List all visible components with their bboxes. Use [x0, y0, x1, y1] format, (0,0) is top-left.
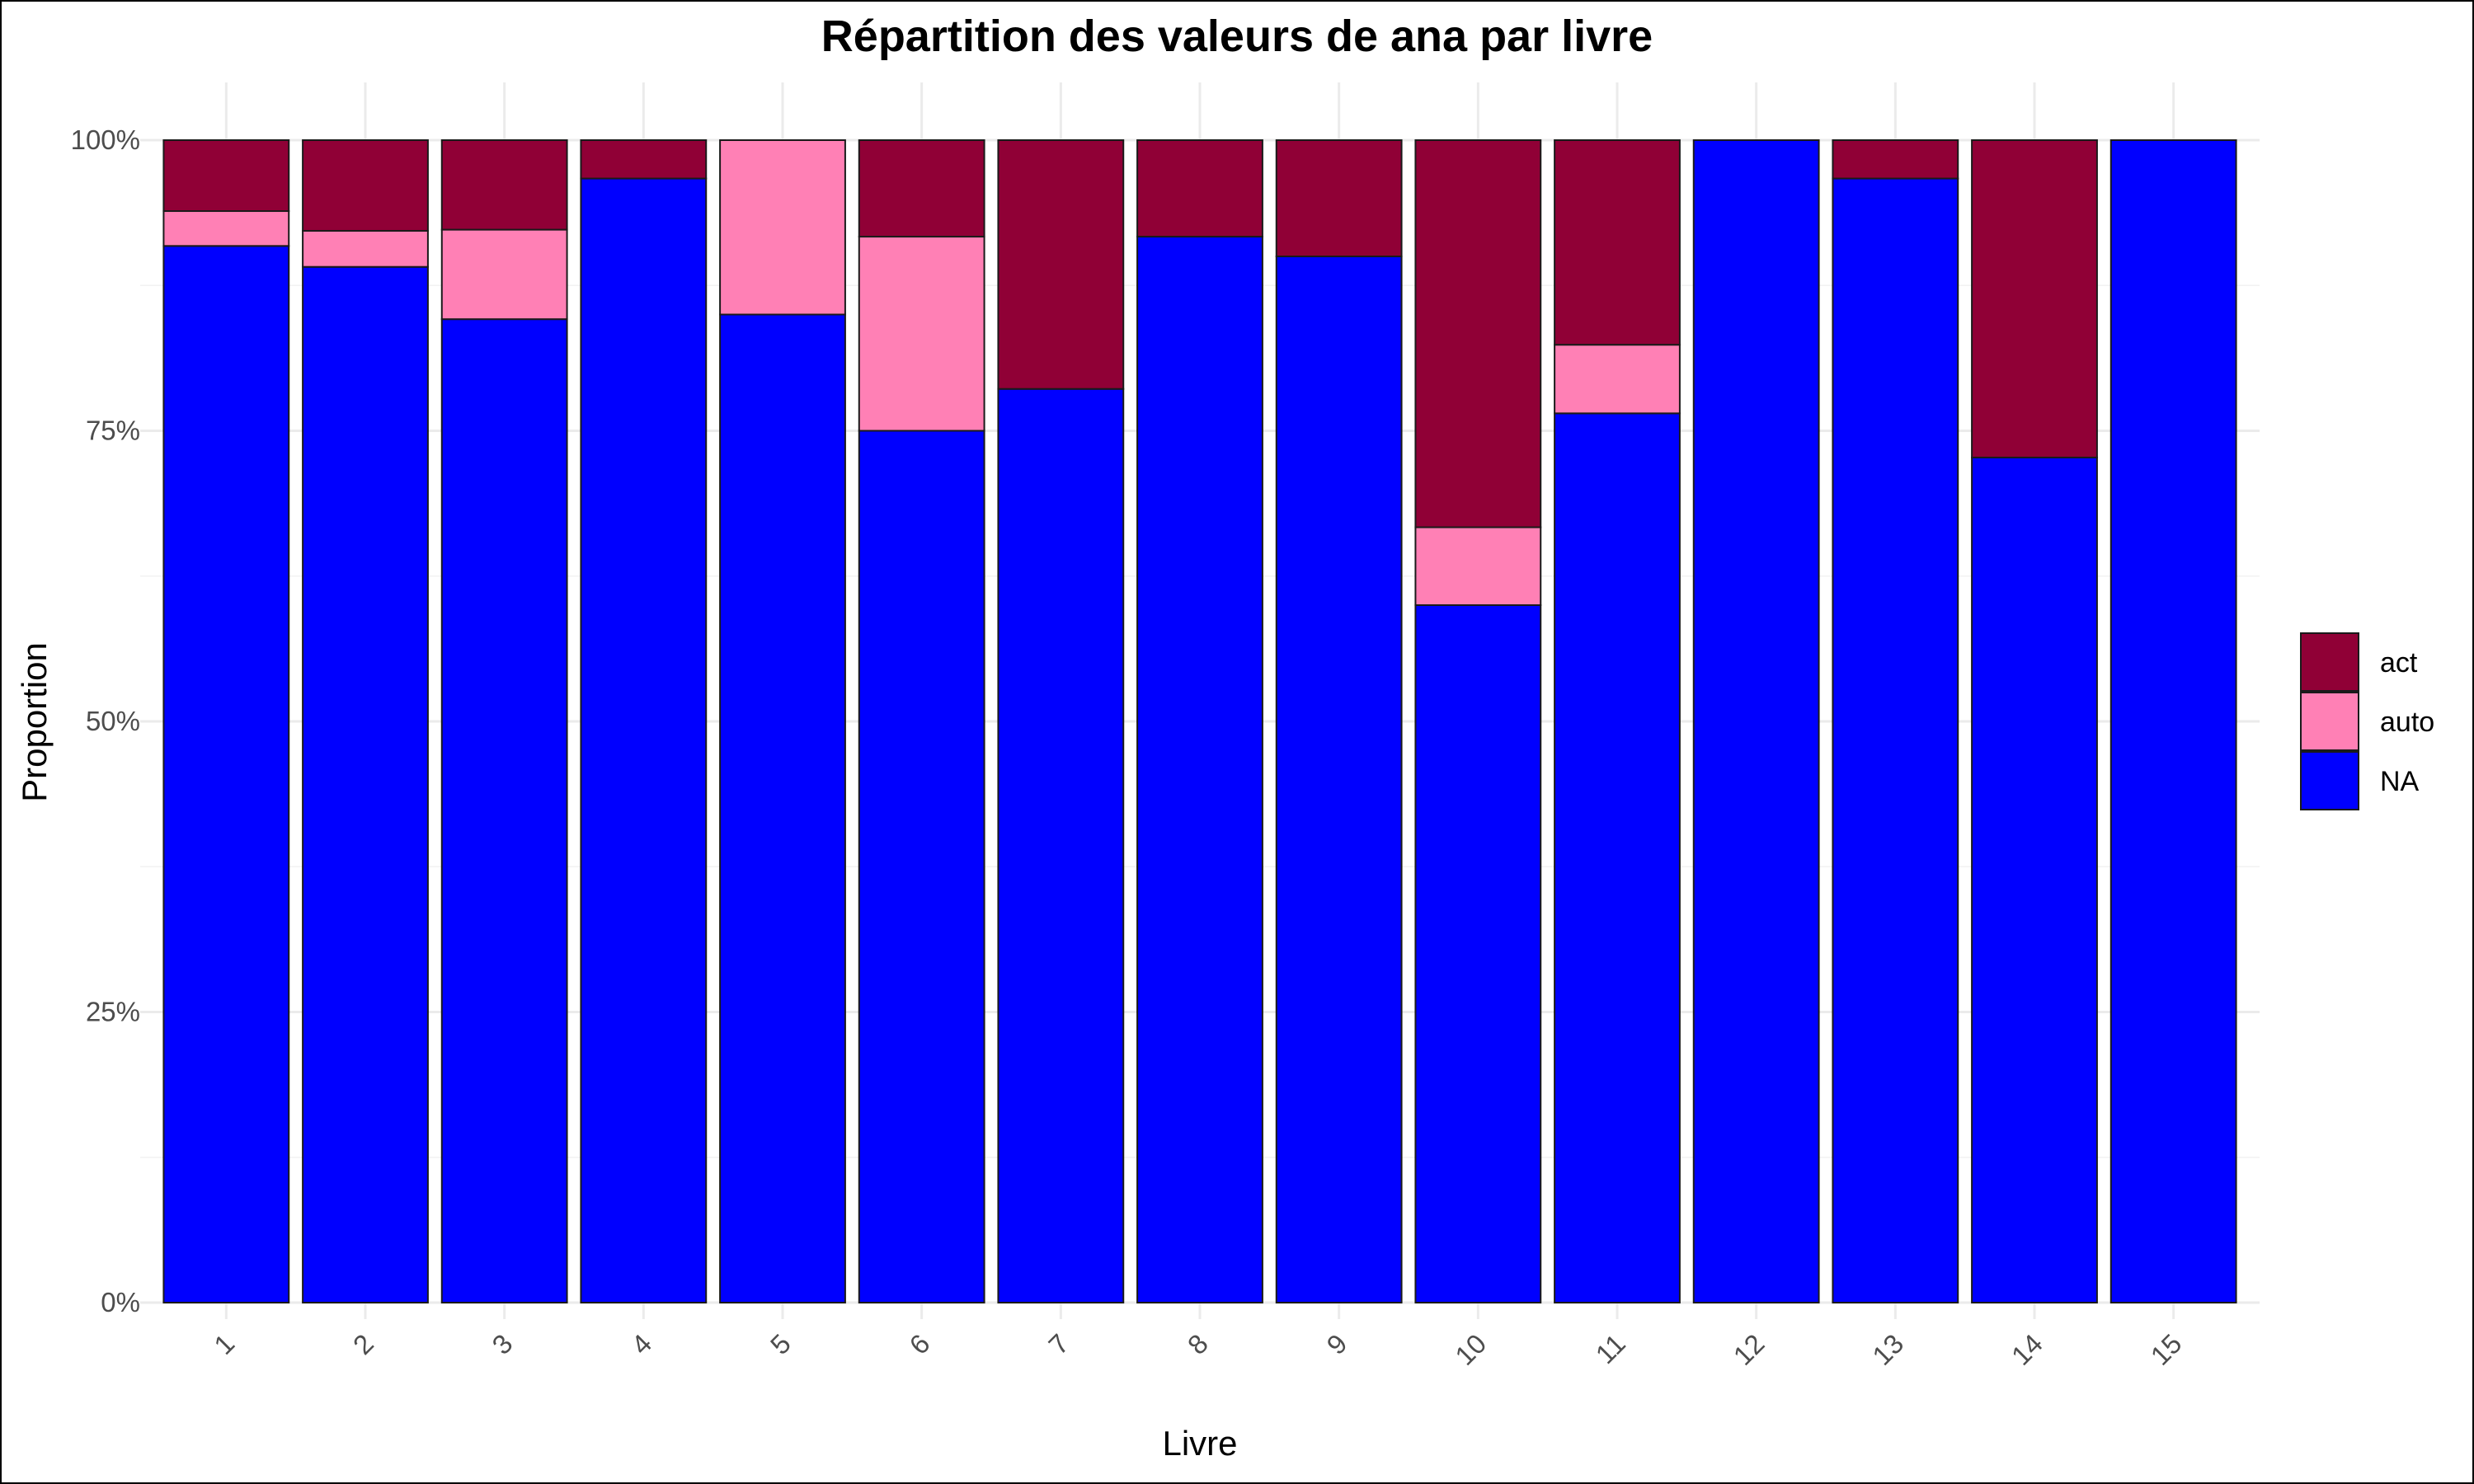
bar-segment-auto-6: [858, 236, 985, 432]
bar-segment-na-10: [1414, 604, 1542, 1303]
bar-segment-act-9: [1275, 139, 1403, 257]
chart-title: Répartition des valeurs de ana par livre: [821, 12, 1653, 61]
bar-segment-act-7: [997, 139, 1125, 390]
y-tick-label: 75%: [86, 416, 140, 446]
y-tick-label: 25%: [86, 997, 140, 1027]
x-tick-label: 4: [625, 1328, 657, 1360]
bar-segment-na-9: [1275, 256, 1403, 1303]
x-tick-label: 5: [764, 1328, 797, 1360]
x-tick-label: 2: [347, 1328, 379, 1360]
x-tick-label: 15: [2144, 1328, 2187, 1371]
bar-segment-na-15: [2109, 139, 2237, 1303]
x-axis-title: Livre: [1162, 1424, 1237, 1463]
bar-segment-act-11: [1554, 139, 1681, 346]
bar-segment-na-5: [719, 313, 846, 1303]
x-tick-label: 9: [1320, 1328, 1352, 1360]
x-tick-label: 6: [903, 1328, 935, 1360]
bar-segment-na-1: [162, 245, 290, 1303]
y-tick-label: 0%: [101, 1287, 140, 1317]
x-tick-label: 12: [1727, 1328, 1770, 1371]
legend-key-act: [2300, 632, 2359, 692]
bar-segment-auto-10: [1414, 526, 1542, 607]
x-tick-label: 3: [486, 1328, 518, 1360]
x-tick-label: 7: [1042, 1328, 1075, 1360]
bar-segment-na-12: [1692, 139, 1820, 1303]
legend: act auto NA: [2300, 632, 2434, 810]
bar-segment-act-1: [162, 139, 290, 213]
y-axis-title: Proportion: [15, 642, 54, 802]
y-tick-label: 100%: [71, 124, 140, 155]
bar-segment-na-4: [580, 177, 708, 1303]
bar-segment-act-8: [1136, 139, 1263, 238]
bar-segment-act-3: [440, 139, 568, 231]
bar-segment-na-6: [858, 430, 985, 1303]
bar-segment-act-10: [1414, 139, 1542, 528]
bars: [162, 139, 2237, 1304]
y-tick-label: 50%: [86, 706, 140, 736]
bar-segment-na-2: [302, 265, 429, 1304]
bar-segment-act-4: [580, 139, 708, 180]
x-axis-ticks: 1 2 3 4 5 6 7 8 9 10 11 12 13 14 15: [208, 1328, 2187, 1371]
bar-segment-na-11: [1554, 412, 1681, 1304]
x-tick-label: 14: [2006, 1328, 2048, 1371]
bar-segment-act-13: [1832, 139, 1959, 180]
x-tick-label: 11: [1590, 1328, 1631, 1369]
bar-segment-act-14: [1971, 139, 2098, 458]
bar-segment-auto-1: [162, 210, 290, 247]
bar-segment-na-3: [440, 318, 568, 1303]
bar-segment-auto-11: [1554, 344, 1681, 415]
legend-key-auto: [2300, 692, 2359, 751]
legend-label-auto: auto: [2380, 707, 2434, 738]
legend-key-na: [2300, 751, 2359, 810]
legend-label-na: NA: [2380, 766, 2420, 797]
bar-segment-auto-5: [719, 139, 846, 316]
x-tick-label: 8: [1182, 1328, 1214, 1360]
y-axis-ticks: 0% 25% 50% 75% 100%: [71, 124, 140, 1317]
x-tick-label: 13: [1866, 1328, 1909, 1371]
bar-segment-auto-3: [440, 228, 568, 321]
bar-segment-act-2: [302, 139, 429, 232]
bar-segment-act-6: [858, 139, 985, 238]
x-tick-label: 1: [208, 1328, 240, 1360]
bar-segment-auto-2: [302, 229, 429, 268]
bar-segment-na-7: [997, 387, 1125, 1303]
legend-label-act: act: [2380, 647, 2418, 679]
bar-segment-na-14: [1971, 456, 2098, 1303]
x-tick-label: 10: [1449, 1328, 1492, 1371]
bar-segment-na-13: [1832, 177, 1959, 1303]
bar-segment-na-8: [1136, 236, 1263, 1303]
